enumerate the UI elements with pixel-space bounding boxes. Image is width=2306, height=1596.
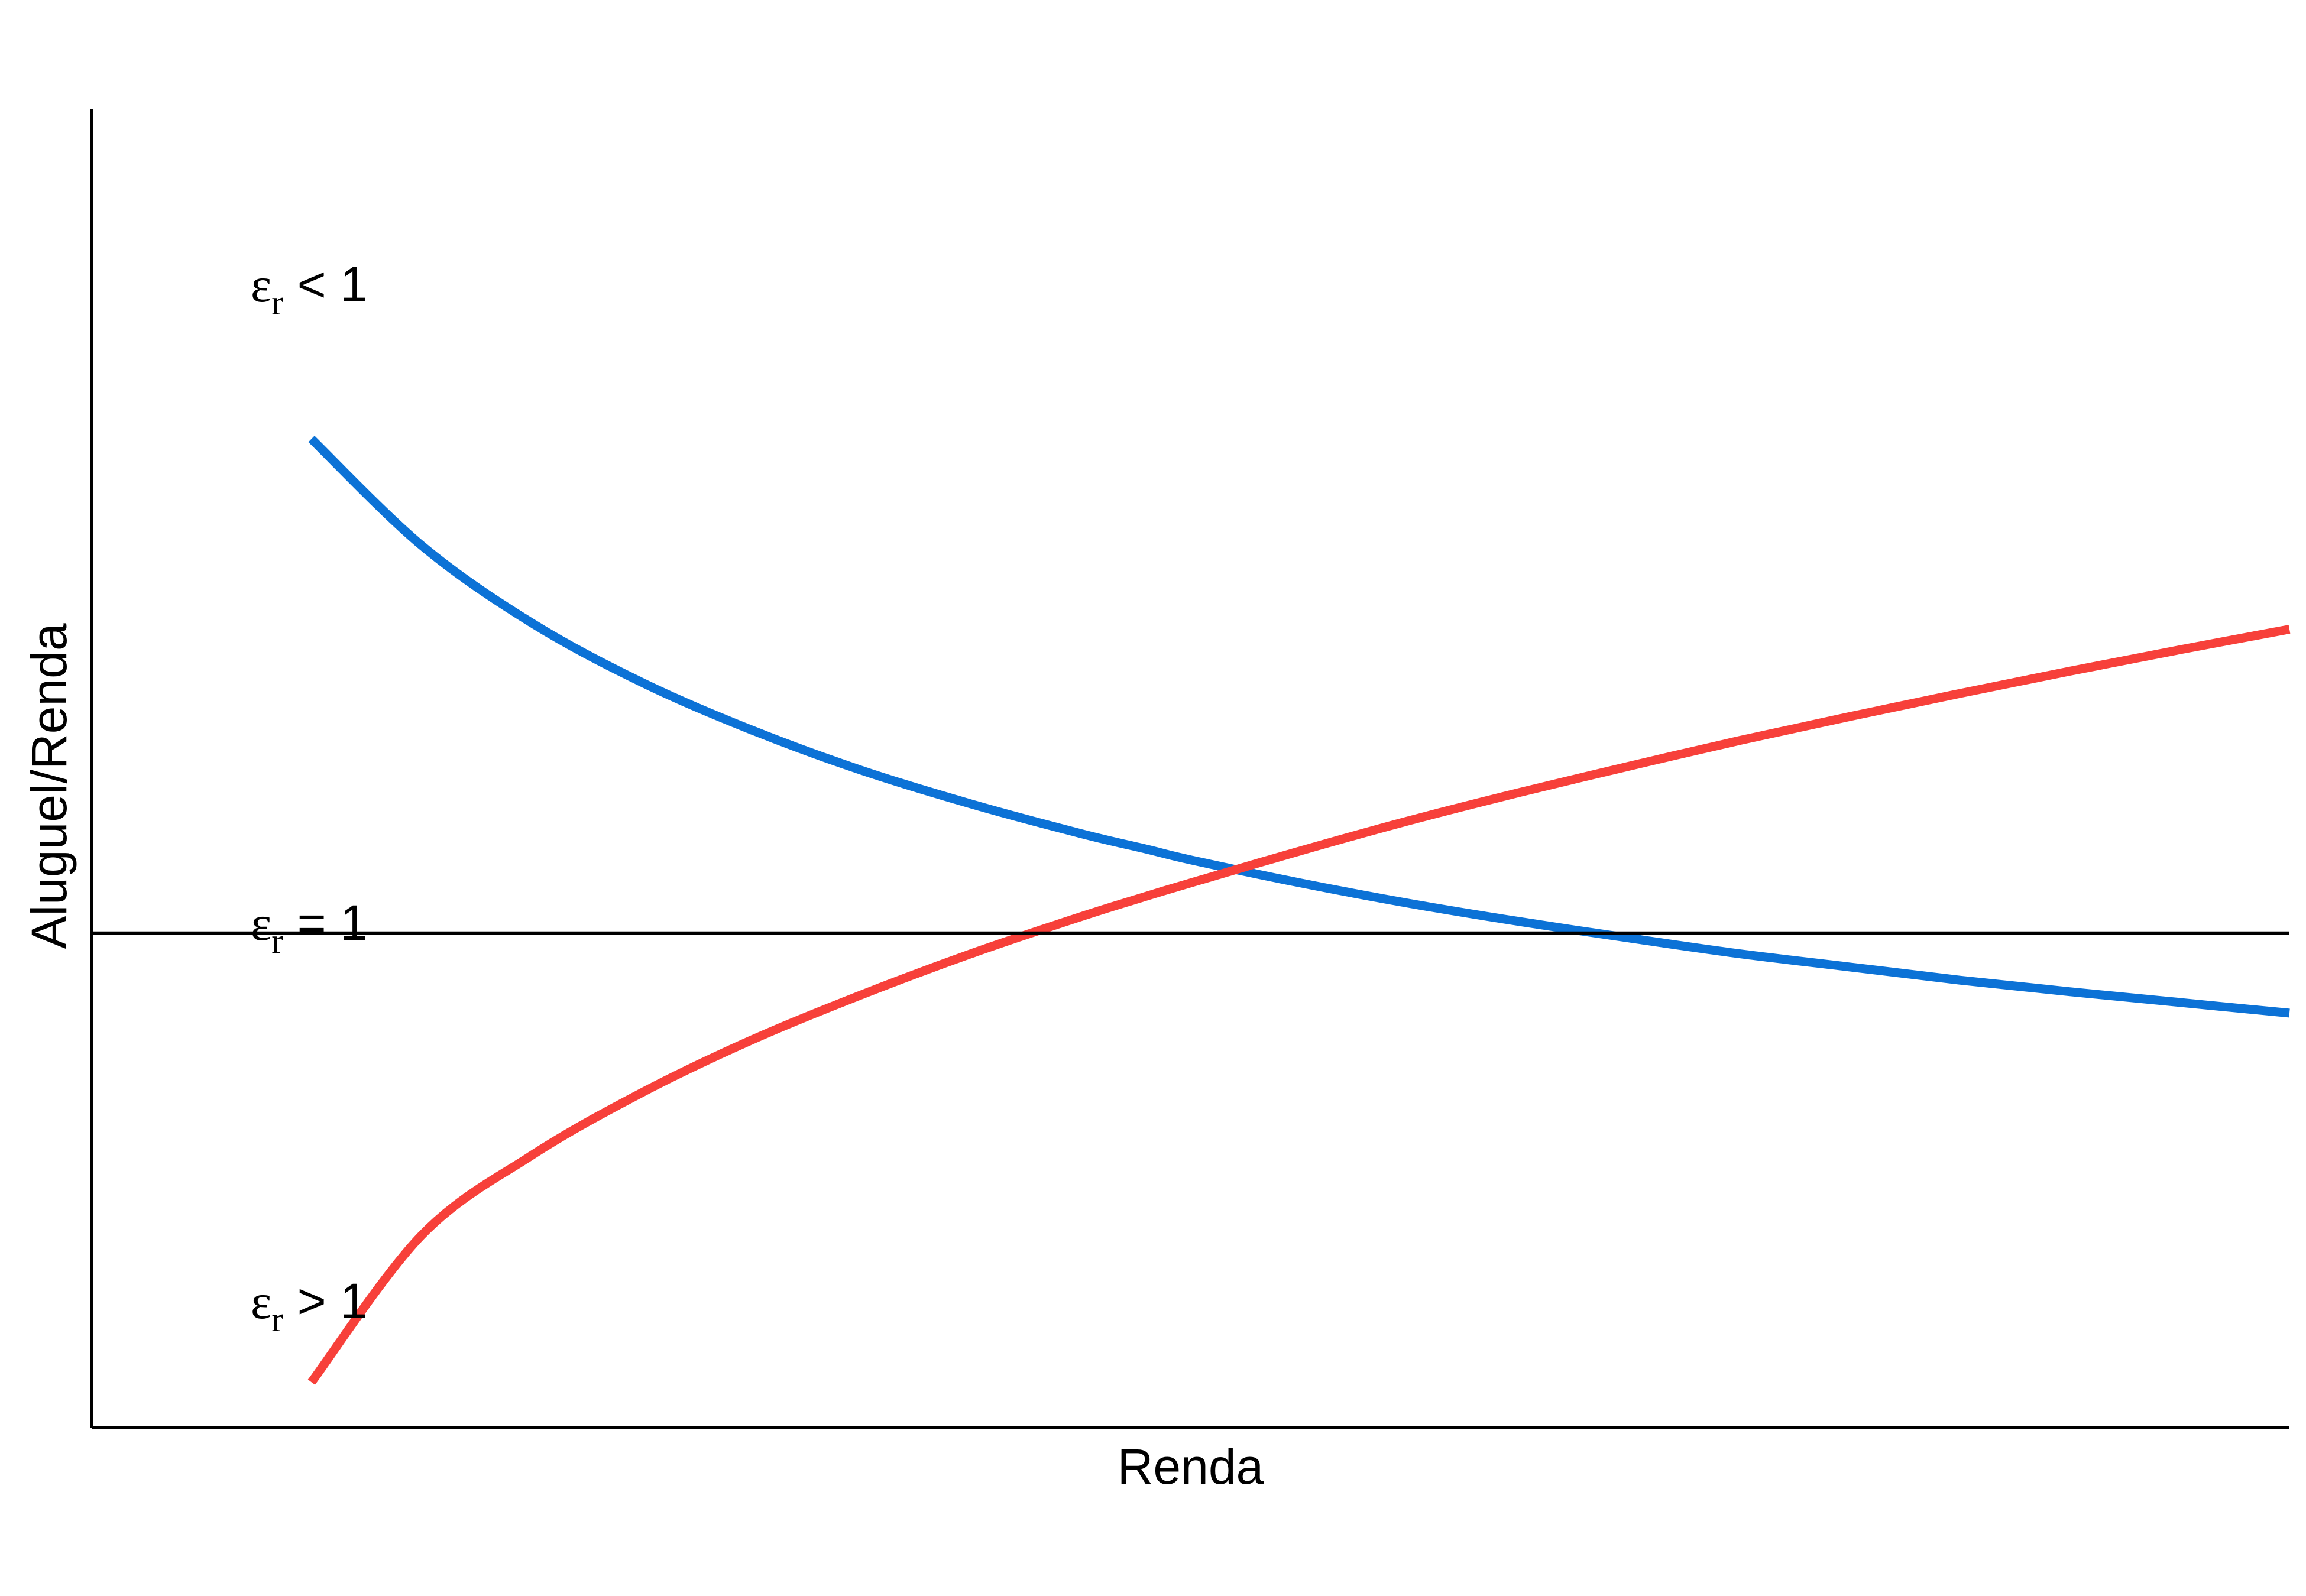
series-line-elasticity-less-than-one xyxy=(308,436,2290,1018)
series-layer xyxy=(92,436,2291,1385)
y-axis-title: Aluguel/Renda xyxy=(21,623,77,949)
label-elasticity-equal-one: εr = 1 xyxy=(251,895,368,961)
x-axis-title: Renda xyxy=(1118,1439,1264,1494)
series-line-elasticity-greater-than-one xyxy=(307,625,2291,1385)
curve-label-layer: εr < 1 εr = 1 εr > 1 xyxy=(251,257,368,1339)
label-elasticity-greater-than-one: εr > 1 xyxy=(251,1273,368,1339)
label-elasticity-less-than-one: εr < 1 xyxy=(251,257,368,322)
